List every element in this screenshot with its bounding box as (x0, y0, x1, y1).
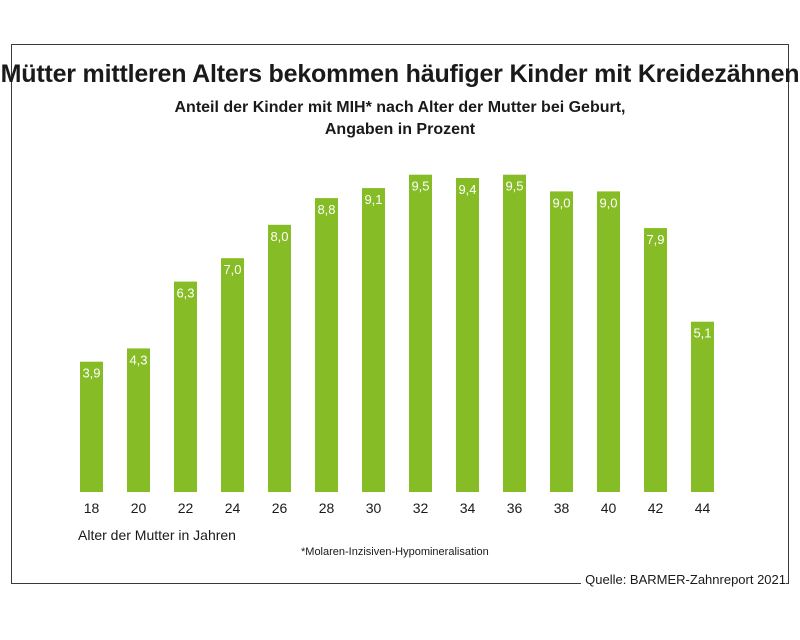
bar-44 (691, 321, 714, 492)
bar-40 (597, 191, 620, 492)
source-note: Quelle: BARMER-Zahnreport 2021 (581, 572, 786, 587)
x-tick-label-30: 30 (366, 500, 382, 516)
x-tick-label-44: 44 (695, 500, 711, 516)
bar-36 (503, 174, 526, 492)
bar-value-label-42: 7,9 (646, 232, 664, 247)
x-tick-label-28: 28 (319, 500, 335, 516)
x-tick-label-34: 34 (460, 500, 476, 516)
x-tick-label-40: 40 (601, 500, 617, 516)
bar-24 (221, 258, 244, 492)
bar-value-label-28: 8,8 (317, 202, 335, 217)
bar-42 (644, 228, 667, 492)
bar-value-label-26: 8,0 (270, 229, 288, 244)
x-tick-label-42: 42 (648, 500, 664, 516)
bar-value-label-40: 9,0 (599, 195, 617, 210)
x-tick-label-22: 22 (178, 500, 194, 516)
bar-38 (550, 191, 573, 492)
x-tick-label-24: 24 (225, 500, 241, 516)
bar-value-label-20: 4,3 (129, 352, 147, 367)
bar-value-label-22: 6,3 (176, 286, 194, 301)
bar-22 (174, 281, 197, 492)
bar-value-label-32: 9,5 (411, 179, 429, 194)
bar-28 (315, 198, 338, 492)
bar-26 (268, 224, 291, 493)
bar-value-label-34: 9,4 (458, 182, 476, 197)
x-tick-label-26: 26 (272, 500, 288, 516)
chart-subtitle: Anteil der Kinder mit MIH* nach Alter de… (0, 97, 800, 141)
bar-34 (456, 178, 479, 492)
chart-frame (11, 44, 789, 584)
chart-title: Mütter mittleren Alters bekommen häufige… (0, 60, 800, 88)
bar-30 (362, 188, 385, 492)
x-tick-label-18: 18 (84, 500, 100, 516)
bar-value-label-18: 3,9 (82, 366, 100, 381)
bar-value-label-30: 9,1 (364, 192, 382, 207)
bar-value-label-24: 7,0 (223, 262, 241, 277)
chart-subtitle-line-1: Anteil der Kinder mit MIH* nach Alter de… (174, 99, 626, 116)
x-tick-label-36: 36 (507, 500, 523, 516)
x-tick-label-38: 38 (554, 500, 570, 516)
x-tick-label-32: 32 (413, 500, 429, 516)
footnote: *Molaren-Inzisiven-Hypomineralisation (301, 546, 489, 558)
bar-32 (409, 174, 432, 492)
bar-20 (127, 348, 150, 492)
bar-value-label-36: 9,5 (505, 179, 523, 194)
x-tick-label-20: 20 (131, 500, 147, 516)
bar-value-label-38: 9,0 (552, 195, 570, 210)
chart-subtitle-line-2: Angaben in Prozent (324, 121, 476, 138)
x-axis-label: Alter der Mutter in Jahren (78, 527, 236, 543)
bar-18 (80, 361, 103, 492)
bar-value-label-44: 5,1 (693, 326, 711, 341)
